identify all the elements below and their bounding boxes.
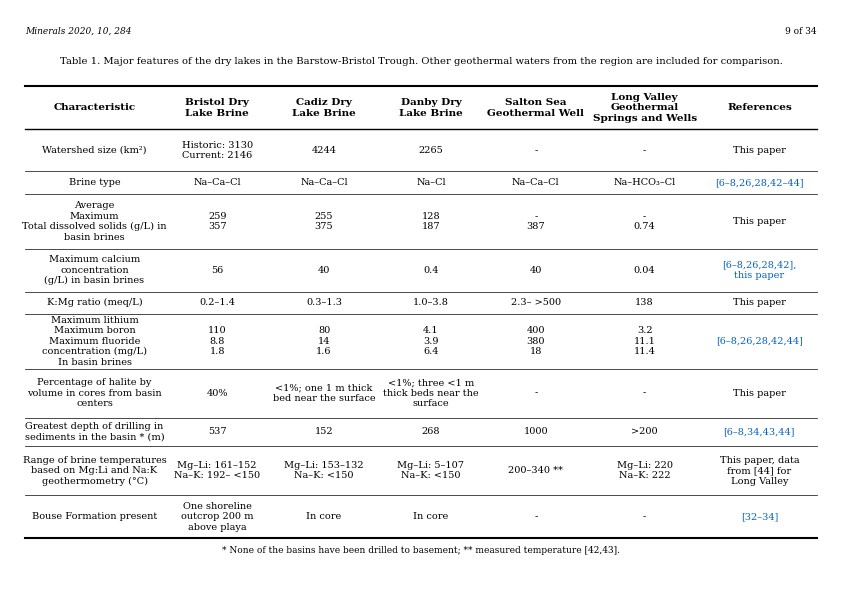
Text: Long Valley
Geothermal
Springs and Wells: Long Valley Geothermal Springs and Wells (593, 93, 696, 123)
Text: 400
380
18: 400 380 18 (526, 316, 545, 367)
Text: 40: 40 (318, 266, 330, 275)
Text: In core: In core (413, 512, 449, 521)
Text: 110
8.8
1.8: 110 8.8 1.8 (208, 316, 226, 367)
Text: * None of the basins have been drilled to basement; ** measured temperature [42,: * None of the basins have been drilled t… (222, 546, 620, 555)
Text: K:Mg ratio (meq/L): K:Mg ratio (meq/L) (46, 298, 142, 308)
Text: [6–8,34,43,44]: [6–8,34,43,44] (723, 427, 795, 436)
Text: 4244: 4244 (312, 146, 337, 155)
Text: This paper: This paper (733, 217, 786, 226)
Text: Maximum lithium
Maximum boron
Maximum fluoride
concentration (mg/L)
In basin bri: Maximum lithium Maximum boron Maximum fl… (42, 316, 147, 367)
Text: 3.2
11.1
11.4: 3.2 11.1 11.4 (634, 316, 656, 367)
Text: -: - (534, 146, 537, 155)
Text: Brine type: Brine type (69, 178, 120, 187)
Text: <1%; three <1 m
thick beds near the
surface: <1%; three <1 m thick beds near the surf… (383, 378, 479, 408)
Text: Mg–Li: 161–152
Na–K: 192– <150: Mg–Li: 161–152 Na–K: 192– <150 (174, 461, 260, 481)
Text: Na–Ca–Cl: Na–Ca–Cl (194, 178, 241, 187)
Text: This paper: This paper (733, 146, 786, 155)
Text: Bouse Formation present: Bouse Formation present (32, 512, 157, 521)
Text: 9 of 34: 9 of 34 (785, 27, 817, 36)
Text: This paper: This paper (733, 389, 786, 397)
Text: Range of brine temperatures
based on Mg:Li and Na:K
geothermometry (°C): Range of brine temperatures based on Mg:… (23, 456, 167, 486)
Text: [6–8,26,28,42–44]: [6–8,26,28,42–44] (715, 178, 803, 187)
Text: <1%; one 1 m thick
bed near the surface: <1%; one 1 m thick bed near the surface (273, 383, 376, 403)
Text: 2265: 2265 (418, 146, 443, 155)
Text: References: References (727, 104, 791, 112)
Text: -
387: - 387 (526, 201, 545, 242)
Text: Average
Maximum
Total dissolved solids (g/L) in
basin brines: Average Maximum Total dissolved solids (… (22, 201, 167, 242)
Text: 56: 56 (211, 266, 223, 275)
Text: -: - (534, 389, 537, 397)
Text: 0.4: 0.4 (424, 266, 439, 275)
Text: Bristol Dry
Lake Brine: Bristol Dry Lake Brine (185, 98, 249, 118)
Text: One shoreline
outcrop 200 m
above playa: One shoreline outcrop 200 m above playa (181, 502, 253, 532)
Text: Mg–Li: 153–132
Na–K: <150: Mg–Li: 153–132 Na–K: <150 (285, 461, 364, 481)
Text: This paper: This paper (733, 298, 786, 308)
Text: Na–Cl: Na–Cl (416, 178, 445, 187)
Text: [6–8,26,28,42,44]: [6–8,26,28,42,44] (716, 337, 802, 346)
Text: Mg–Li: 5–107
Na–K: <150: Mg–Li: 5–107 Na–K: <150 (397, 461, 465, 481)
Text: This paper, data
from [44] for
Long Valley: This paper, data from [44] for Long Vall… (720, 456, 799, 486)
Text: -
0.74: - 0.74 (634, 201, 655, 242)
Text: 1000: 1000 (524, 427, 548, 436)
Text: Table 1. Major features of the dry lakes in the Barstow-Bristol Trough. Other ge: Table 1. Major features of the dry lakes… (60, 57, 782, 65)
Text: 200–340 **: 200–340 ** (509, 466, 563, 475)
Text: Historic: 3130
Current: 2146: Historic: 3130 Current: 2146 (182, 140, 253, 160)
Text: Cadiz Dry
Lake Brine: Cadiz Dry Lake Brine (292, 98, 356, 118)
Text: Maximum calcium
concentration
(g/L) in basin brines: Maximum calcium concentration (g/L) in b… (45, 255, 145, 285)
Text: In core: In core (306, 512, 342, 521)
Text: Minerals 2020, 10, 284: Minerals 2020, 10, 284 (25, 27, 131, 36)
Text: Na–HCO₃–Cl: Na–HCO₃–Cl (614, 178, 676, 187)
Text: -: - (643, 512, 646, 521)
Text: 40%: 40% (206, 389, 228, 397)
Text: -: - (643, 389, 646, 397)
Text: Danby Dry
Lake Brine: Danby Dry Lake Brine (399, 98, 463, 118)
Text: Mg–Li: 220
Na–K: 222: Mg–Li: 220 Na–K: 222 (616, 461, 673, 481)
Text: Na–Ca–Cl: Na–Ca–Cl (301, 178, 348, 187)
Text: 0.3–1.3: 0.3–1.3 (306, 298, 342, 308)
Text: -: - (643, 146, 646, 155)
Text: Greatest depth of drilling in
sediments in the basin * (m): Greatest depth of drilling in sediments … (24, 422, 164, 441)
Text: 0.04: 0.04 (634, 266, 655, 275)
Text: 1.0–3.8: 1.0–3.8 (413, 298, 449, 308)
Text: 152: 152 (315, 427, 333, 436)
Text: Percentage of halite by
volume in cores from basin
centers: Percentage of halite by volume in cores … (27, 378, 162, 408)
Text: [6–8,26,28,42],
this paper: [6–8,26,28,42], this paper (722, 261, 797, 280)
Text: 80
14
1.6: 80 14 1.6 (317, 316, 332, 367)
Text: 255
375: 255 375 (315, 201, 333, 242)
Text: Salton Sea
Geothermal Well: Salton Sea Geothermal Well (488, 98, 584, 118)
Text: -: - (534, 512, 537, 521)
Text: Characteristic: Characteristic (53, 104, 136, 112)
Text: Na–Ca–Cl: Na–Ca–Cl (512, 178, 560, 187)
Text: 537: 537 (208, 427, 226, 436)
Text: 4.1
3.9
6.4: 4.1 3.9 6.4 (423, 316, 439, 367)
Text: Watershed size (km²): Watershed size (km²) (42, 146, 147, 155)
Text: [32–34]: [32–34] (741, 512, 778, 521)
Text: 268: 268 (422, 427, 440, 436)
Text: >200: >200 (632, 427, 658, 436)
Text: 259
357: 259 357 (208, 201, 226, 242)
Text: 2.3– >500: 2.3– >500 (511, 298, 561, 308)
Text: 0.2–1.4: 0.2–1.4 (200, 298, 235, 308)
Text: 40: 40 (530, 266, 542, 275)
Text: 128
187: 128 187 (422, 201, 440, 242)
Text: 138: 138 (635, 298, 654, 308)
